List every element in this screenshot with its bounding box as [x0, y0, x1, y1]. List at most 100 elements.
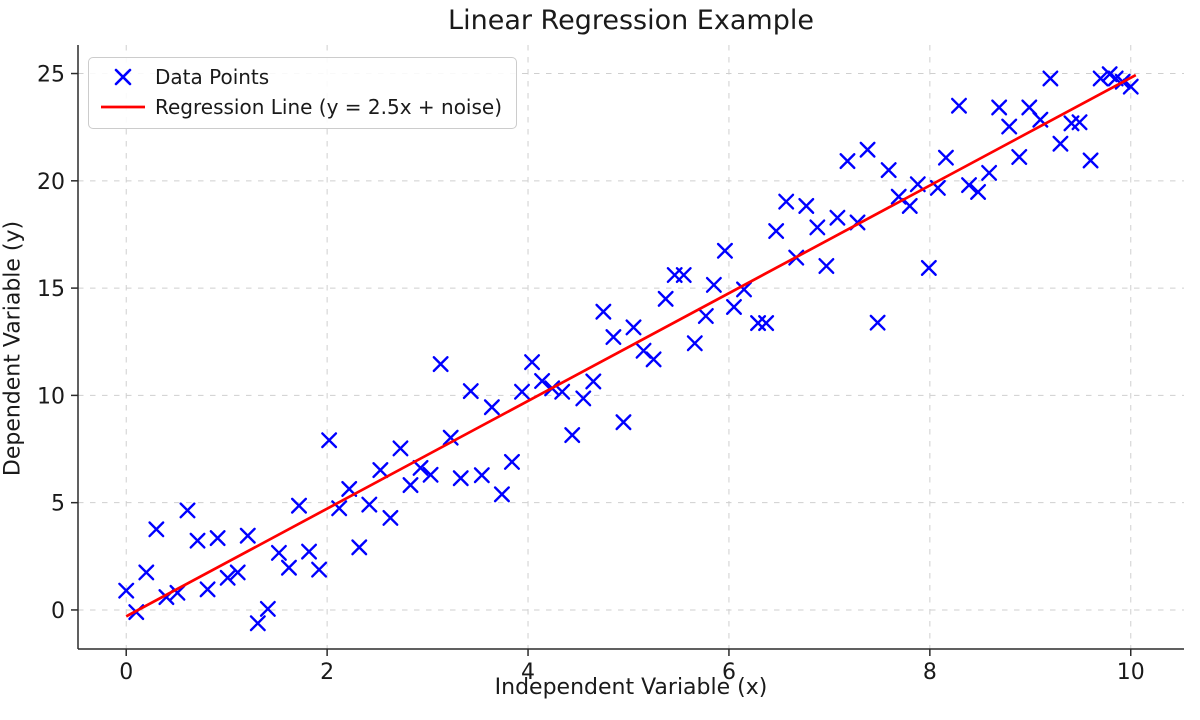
x-tick-label: 10: [1117, 660, 1145, 685]
scatter-point: [118, 582, 135, 599]
y-tick-label: 0: [51, 599, 65, 624]
scatter-point: [725, 298, 742, 315]
scatter-point: [615, 414, 632, 431]
scatter-point: [778, 193, 795, 210]
scatter-point: [422, 466, 439, 483]
scatter-point: [301, 543, 318, 560]
x-axis-label: Independent Variable (x): [494, 675, 768, 700]
scatter-point: [859, 141, 876, 158]
scatter-point: [452, 470, 469, 487]
scatter-point: [1052, 135, 1069, 152]
x-tick-label: 4: [521, 660, 535, 685]
scatter-point: [1042, 70, 1059, 87]
scatter-point: [937, 149, 954, 166]
scatter-point: [372, 462, 389, 479]
scatter-point: [829, 209, 846, 226]
scatter-point: [280, 559, 297, 576]
scatter-point: [514, 383, 531, 400]
scatter-point: [880, 162, 897, 179]
scatter-point: [697, 307, 714, 324]
scatter-point: [148, 521, 165, 538]
scatter-point: [970, 183, 987, 200]
x-tick-label: 8: [923, 660, 937, 685]
scatter-point: [239, 527, 256, 544]
scatter-point: [392, 440, 409, 457]
scatter-point: [259, 600, 276, 617]
scatter-point: [675, 267, 692, 284]
scatter-point: [575, 390, 592, 407]
scatter-point: [716, 242, 733, 259]
scatter-point: [493, 486, 510, 503]
legend-item-regression-line: Regression Line (y = 2.5x + noise): [99, 93, 502, 121]
scatter-point: [412, 459, 429, 476]
scatter-point: [209, 530, 226, 547]
scatter-point: [524, 354, 541, 371]
y-axis-label: Dependent Variable (y): [0, 220, 26, 477]
scatter-point: [311, 561, 328, 578]
scatter-point: [402, 477, 419, 494]
scatter-point: [595, 303, 612, 320]
scatter-point: [657, 290, 674, 307]
y-tick-label: 5: [51, 492, 65, 517]
scatter-point: [585, 373, 602, 390]
scatter-point: [758, 315, 775, 332]
x-tick-label: 2: [320, 660, 334, 685]
scatter-point: [645, 351, 662, 368]
legend-item-data-points: Data Points: [99, 63, 502, 91]
scatter-point: [686, 335, 703, 352]
scatter-point: [1122, 78, 1139, 95]
legend: Data Points Regression Line (y = 2.5x + …: [88, 57, 518, 129]
scatter-point: [229, 564, 246, 581]
scatter-point: [1092, 70, 1109, 87]
scatter-point: [809, 219, 826, 236]
scatter-point: [901, 197, 918, 214]
scatter-point: [1071, 114, 1088, 131]
scatter-point: [361, 496, 378, 513]
y-tick-label: 20: [37, 170, 65, 195]
scatter-point: [961, 177, 978, 194]
scatter-point: [1082, 152, 1099, 169]
scatter-point: [290, 497, 307, 514]
scatter-point: [554, 383, 571, 400]
scatter-point: [736, 281, 753, 298]
scatter-point: [249, 615, 266, 632]
scatter-point: [869, 314, 886, 331]
scatter-point: [462, 383, 479, 400]
scatter-point: [179, 502, 196, 519]
x-tick-label: 6: [722, 660, 736, 685]
x-tick-label: 0: [119, 660, 133, 685]
scatter-point: [818, 258, 835, 275]
scatter-point: [473, 467, 490, 484]
y-tick-label: 10: [37, 384, 65, 409]
scatter-point: [321, 432, 338, 449]
scatter-point: [1011, 149, 1028, 166]
scatter-point: [839, 153, 856, 170]
scatter-point: [138, 564, 155, 581]
scatter-point: [219, 569, 236, 586]
scatter-point: [564, 427, 581, 444]
scatter-point: [270, 544, 287, 561]
scatter-point: [503, 453, 520, 470]
legend-line-icon: [101, 105, 145, 109]
scatter-point: [625, 319, 642, 336]
scatter-point: [981, 164, 998, 181]
scatter-point: [605, 329, 622, 346]
y-tick-label: 15: [37, 277, 65, 302]
scatter-point: [432, 356, 449, 373]
scatter-point: [189, 532, 206, 549]
scatter-point: [351, 539, 368, 556]
scatter-point: [1001, 118, 1018, 135]
regression-line: [125, 73, 1137, 618]
scatter-point: [534, 373, 551, 390]
chart-title: Linear Regression Example: [448, 5, 814, 36]
scatter-point: [169, 584, 186, 601]
y-tick-label: 25: [37, 63, 65, 88]
scatter-point: [991, 99, 1008, 116]
legend-x-marker-icon: [114, 68, 132, 86]
scatter-point: [442, 429, 459, 446]
scatter-point: [768, 223, 785, 240]
scatter-point: [950, 97, 967, 114]
scatter-point: [483, 399, 500, 416]
